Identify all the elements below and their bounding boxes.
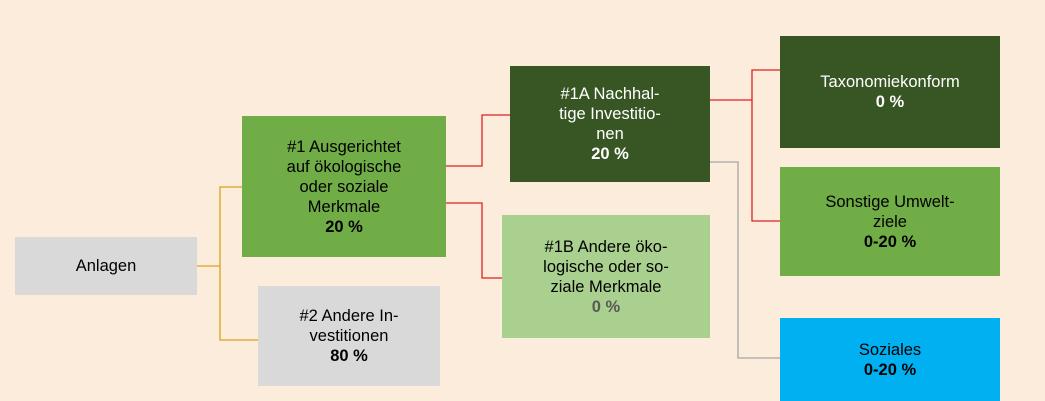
node: #1 Ausgerichtet auf ökologische oder sozia… [242, 116, 446, 257]
node-label: Soziales [858, 340, 922, 359]
connector [751, 100, 780, 222]
node-label: nen [596, 125, 624, 143]
node-label: ziale Merkmale [550, 277, 662, 296]
node-label: Anlagen [75, 257, 137, 275]
connector [446, 114, 510, 167]
node-value: 20 % [325, 217, 363, 236]
node-value: 0-20 % [863, 232, 917, 251]
node-value: 20 % [591, 145, 629, 163]
node-label: logische oder so- [543, 257, 669, 276]
node-label: oder soziale [299, 177, 389, 196]
node-value: 80 % [330, 347, 368, 365]
connector [710, 161, 780, 359]
node-label: #1B Andere öko- [544, 237, 668, 256]
node: Taxonomiekonform 0 % [780, 36, 1000, 148]
node-value: 0 % [591, 297, 621, 316]
node-label: Taxonomiekonform [820, 73, 960, 91]
node-value: 0 % [875, 93, 905, 111]
connector [446, 202, 502, 279]
node-label: Sonstige Umwelt- [825, 192, 955, 211]
node: #1B Andere öko-logische oder so-ziale Me… [502, 215, 710, 338]
node-label: #2 Andere In- [299, 307, 399, 325]
connector [219, 186, 258, 341]
node-label: tige Investitio- [559, 105, 661, 123]
node-label: ziele [873, 212, 907, 231]
node: Soziales 0-20 % [780, 318, 1000, 401]
node-label: Merkmale [307, 197, 381, 216]
node: Sonstige Umwelt-ziele 0-20 % [780, 167, 1000, 276]
node-label: #1 Ausgerichtet [287, 137, 401, 156]
node-label: auf ökologische [286, 157, 402, 176]
node: #2 Andere In-vestitionen 80 % [258, 286, 440, 386]
node: Anlagen [15, 237, 197, 295]
connector [710, 69, 780, 101]
node-label: vestitionen [309, 327, 389, 345]
node-label: #1A Nachhal- [560, 85, 660, 103]
node: #1A Nachhal-tige Investitio-nen 20 % [510, 66, 710, 182]
node-value: 0-20 % [863, 360, 917, 379]
